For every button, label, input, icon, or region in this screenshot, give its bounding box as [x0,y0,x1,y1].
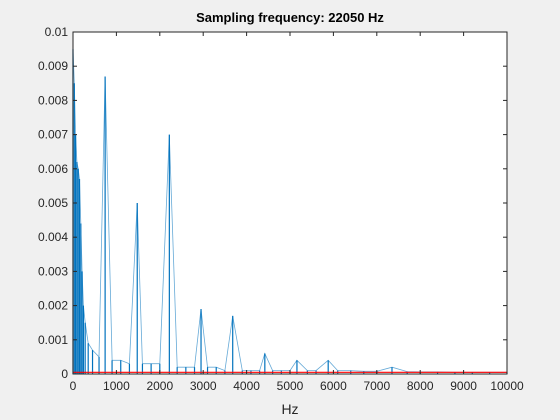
y-tick-label: 0 [61,367,68,381]
x-tick-label: 5000 [277,379,304,393]
y-tick-label: 0.01 [45,25,69,39]
y-tick-label: 0.005 [38,196,68,210]
y-tick-label: 0.003 [38,264,68,278]
y-axis: 0 0.001 0.002 0.003 0.004 0.005 0.006 0.007 0.00… [38,25,507,381]
y-tick-label: 0.001 [38,333,68,347]
y-tick-label: 0.008 [38,93,68,107]
x-tick-label: 4000 [233,379,260,393]
x-tick-label: 3000 [190,379,217,393]
x-tick-label: 7000 [363,379,390,393]
x-tick-label: 9000 [450,379,477,393]
chart-title: Sampling frequency: 22050 Hz [196,10,384,25]
spectrum-layer [72,49,508,374]
y-tick-label: 0.007 [38,128,68,142]
x-tick-label: 6000 [320,379,347,393]
spectrum-line [72,49,507,373]
x-tick-label: 1000 [103,379,130,393]
y-tick-label: 0.002 [38,299,68,313]
x-tick-label: 10000 [490,379,524,393]
x-tick-label: 0 [70,379,77,393]
x-tick-label: 8000 [407,379,434,393]
y-tick-label: 0.004 [38,230,68,244]
y-tick-label: 0.009 [38,59,68,73]
plot-area [73,32,507,374]
x-tick-label: 2000 [146,379,173,393]
y-tick-label: 0.006 [38,162,68,176]
x-axis: 0 1000 2000 3000 4000 5000 6000 7000 8000 9000 100… [70,32,524,393]
x-axis-label: Hz [281,401,298,417]
